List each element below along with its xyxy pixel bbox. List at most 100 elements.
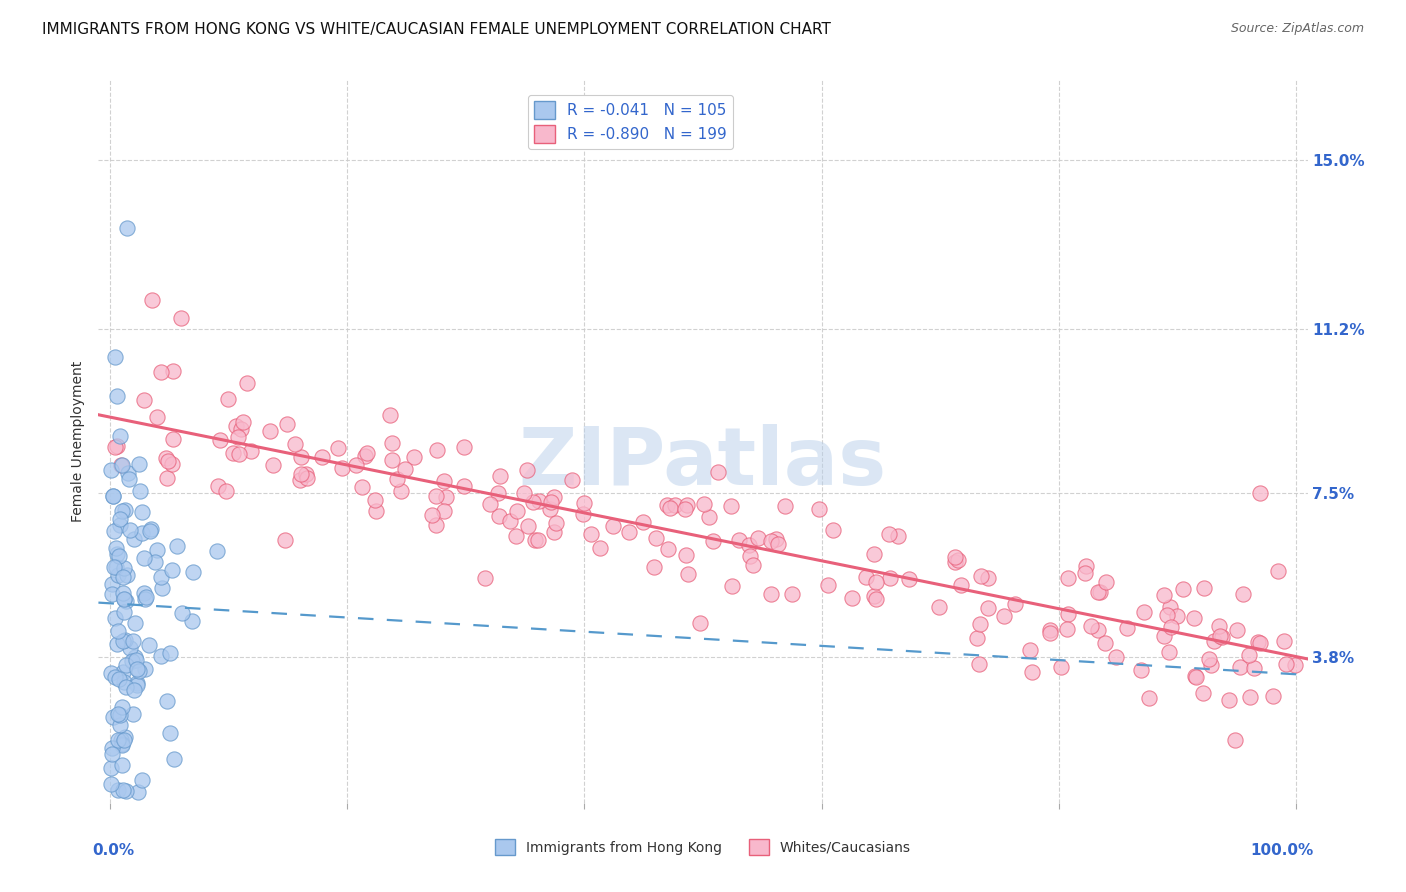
Point	[181, 565, 204, 579]
Point	[1050, 660, 1073, 674]
Point	[112, 591, 135, 606]
Point	[664, 498, 686, 512]
Point	[394, 462, 416, 476]
Point	[1105, 650, 1128, 665]
Point	[344, 458, 367, 473]
Point	[887, 528, 910, 542]
Point	[160, 562, 183, 576]
Point	[149, 649, 172, 664]
Point	[134, 591, 156, 606]
Point	[572, 496, 595, 510]
Point	[1018, 643, 1040, 657]
Point	[111, 738, 134, 752]
Point	[156, 694, 179, 708]
Point	[103, 524, 125, 538]
Point	[311, 450, 333, 464]
Point	[738, 538, 761, 552]
Point	[1094, 636, 1116, 650]
Point	[1249, 485, 1271, 500]
Point	[977, 571, 1000, 585]
Point	[104, 441, 127, 455]
Point	[527, 494, 550, 508]
Point	[543, 490, 565, 504]
Point	[122, 682, 145, 697]
Point	[768, 537, 790, 551]
Point	[112, 591, 135, 606]
Point	[378, 408, 401, 422]
Point	[506, 504, 529, 518]
Point	[139, 522, 162, 536]
Point	[108, 512, 131, 526]
Point	[107, 624, 129, 638]
Point	[738, 549, 761, 563]
Point	[115, 594, 138, 608]
Point	[1191, 686, 1213, 700]
Point	[602, 518, 624, 533]
Point	[1087, 623, 1109, 637]
Point	[131, 505, 153, 519]
Text: Source: ZipAtlas.com: Source: ZipAtlas.com	[1230, 22, 1364, 36]
Point	[655, 498, 678, 512]
Point	[108, 708, 131, 723]
Point	[1057, 571, 1080, 585]
Point	[967, 657, 990, 671]
Point	[125, 653, 148, 667]
Point	[128, 457, 150, 471]
Point	[898, 572, 921, 586]
Point	[115, 568, 138, 582]
Text: ZIPatlas: ZIPatlas	[519, 425, 887, 502]
Point	[146, 543, 169, 558]
Point	[274, 533, 297, 547]
Point	[107, 783, 129, 797]
Point	[385, 472, 408, 486]
Point	[489, 469, 512, 483]
Point	[579, 527, 602, 541]
Point	[115, 657, 138, 672]
Point	[115, 783, 138, 797]
Point	[474, 572, 496, 586]
Point	[1116, 620, 1139, 634]
Point	[145, 410, 167, 425]
Point	[633, 515, 655, 529]
Point	[112, 569, 135, 583]
Point	[112, 634, 135, 648]
Point	[1184, 669, 1206, 683]
Point	[865, 574, 887, 589]
Point	[527, 533, 550, 547]
Point	[159, 646, 181, 660]
Point	[114, 502, 136, 516]
Point	[104, 670, 127, 684]
Point	[108, 718, 131, 732]
Point	[104, 560, 127, 574]
Point	[328, 441, 350, 455]
Point	[1171, 582, 1194, 596]
Point	[111, 757, 134, 772]
Point	[330, 461, 353, 475]
Point	[821, 523, 844, 537]
Point	[114, 730, 136, 744]
Point	[657, 542, 679, 557]
Point	[402, 450, 425, 465]
Text: 100.0%: 100.0%	[1250, 843, 1313, 857]
Point	[720, 578, 742, 592]
Point	[108, 517, 131, 532]
Point	[111, 504, 134, 518]
Point	[100, 665, 122, 680]
Point	[170, 310, 193, 325]
Point	[588, 541, 610, 555]
Point	[259, 424, 281, 438]
Point	[105, 439, 128, 453]
Point	[107, 732, 129, 747]
Point	[132, 392, 155, 407]
Point	[112, 732, 135, 747]
Point	[1232, 587, 1254, 601]
Point	[381, 436, 404, 450]
Point	[505, 529, 527, 543]
Point	[101, 740, 124, 755]
Point	[110, 733, 132, 747]
Point	[707, 465, 730, 479]
Point	[100, 463, 122, 477]
Point	[112, 665, 135, 680]
Point	[1249, 636, 1271, 650]
Point	[143, 555, 166, 569]
